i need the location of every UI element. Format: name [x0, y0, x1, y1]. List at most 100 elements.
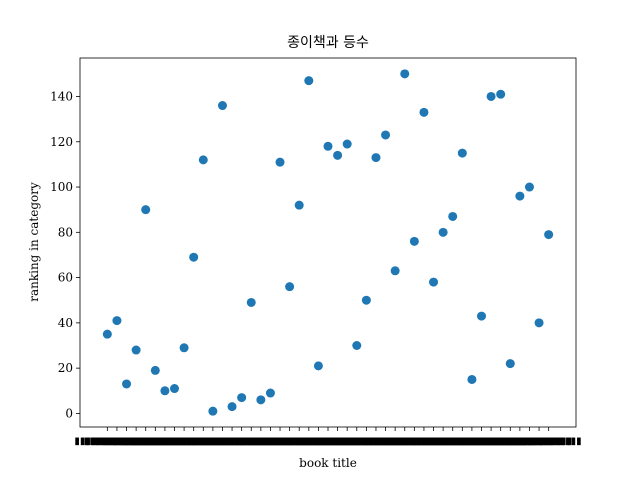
y-tick-label: 0 [65, 406, 73, 420]
scatter-point [227, 402, 237, 412]
scatter-point [448, 211, 458, 221]
x-axis-label: book title [299, 456, 357, 470]
y-tick-label: 120 [50, 135, 73, 149]
scatter-point [515, 191, 525, 201]
x-tick-label: ▮▮▮▮▮▮▮▮▮▮▮▮ [506, 436, 572, 447]
scatter-point [467, 374, 477, 384]
x-tick-label: ▮▮▮▮▮▮▮▮▮▮▮▮ [496, 436, 562, 447]
x-tick-label: ▮▮▮▮▮▮▮▮▮▮▮▮ [141, 436, 207, 447]
x-tick-label: ▮▮▮▮▮▮▮▮▮▮▮▮ [381, 436, 447, 447]
x-tick-label: ▮▮▮▮▮▮▮▮▮▮▮▮ [84, 436, 150, 447]
x-tick-label: ▮▮▮▮▮▮▮▮▮▮▮▮ [420, 436, 486, 447]
x-tick-label: ▮▮▮▮▮▮▮▮▮▮▮▮ [324, 436, 390, 447]
scatter-point [208, 406, 218, 416]
x-tick-label: ▮▮▮▮▮▮▮▮▮▮▮▮ [103, 436, 169, 447]
x-tick-label: ▮▮▮▮▮▮▮▮▮▮▮▮ [189, 436, 255, 447]
scatter-point [150, 365, 160, 375]
x-tick-label: ▮▮▮▮▮▮▮▮▮▮▮▮ [429, 436, 495, 447]
scatter-point [429, 277, 439, 287]
scatter-point [265, 388, 275, 398]
scatter-point [457, 148, 467, 158]
scatter-point [390, 266, 400, 276]
scatter-point [381, 130, 391, 140]
y-tick-label: 140 [50, 89, 73, 103]
scatter-point [486, 91, 496, 101]
x-tick-label: ▮▮▮▮▮▮▮▮▮▮▮▮ [151, 436, 217, 447]
x-tick-label: ▮▮▮▮▮▮▮▮▮▮▮▮ [122, 436, 188, 447]
scatter-point [294, 200, 304, 210]
x-tick-label: ▮▮▮▮▮▮▮▮▮▮▮▮ [161, 436, 227, 447]
x-tick-label: ▮▮▮▮▮▮▮▮▮▮▮▮ [439, 436, 505, 447]
x-tick-label: ▮▮▮▮▮▮▮▮▮▮▮▮ [305, 436, 371, 447]
x-tick-label: ▮▮▮▮▮▮▮▮▮▮▮▮ [314, 436, 380, 447]
scatter-point [131, 345, 141, 355]
x-tick-label: ▮▮▮▮▮▮▮▮▮▮▮▮ [180, 436, 246, 447]
y-axis: 0 20 40 60 80 100 120 140 [50, 89, 80, 420]
x-tick-label: ▮▮▮▮▮▮▮▮▮▮▮▮ [247, 436, 313, 447]
x-tick-label: ▮▮▮▮▮▮▮▮▮▮▮▮ [113, 436, 179, 447]
y-axis-label: ranking in category [27, 182, 41, 302]
x-tick-label: ▮▮▮▮▮▮▮▮▮▮▮▮ [218, 436, 284, 447]
scatter-point [304, 76, 314, 86]
x-tick-label: ▮▮▮▮▮▮▮▮▮▮▮▮ [401, 436, 467, 447]
x-tick-label: ▮▮▮▮▮▮▮▮▮▮▮▮ [266, 436, 332, 447]
scatter-point [122, 379, 132, 389]
scatter-point [313, 361, 323, 371]
x-tick-label: ▮▮▮▮▮▮▮▮▮▮▮▮ [257, 436, 323, 447]
x-tick-label: ▮▮▮▮▮▮▮▮▮▮▮▮ [228, 436, 294, 447]
scatter-point [112, 316, 122, 326]
x-tick-label: ▮▮▮▮▮▮▮▮▮▮▮▮ [276, 436, 342, 447]
x-tick-label: ▮▮▮▮▮▮▮▮▮▮▮▮ [391, 436, 457, 447]
scatter-point [198, 155, 208, 165]
scatter-point [333, 150, 343, 160]
scatter-point [534, 318, 544, 328]
x-tick-label: ▮▮▮▮▮▮▮▮▮▮▮▮ [372, 436, 438, 447]
x-tick-label: ▮▮▮▮▮▮▮▮▮▮▮▮ [343, 436, 409, 447]
scatter-point [256, 395, 266, 405]
y-tick-label: 60 [58, 271, 73, 285]
x-tick-label: ▮▮▮▮▮▮▮▮▮▮▮▮ [468, 436, 534, 447]
scatter-point [169, 384, 179, 394]
scatter-point [400, 69, 410, 79]
scatter-point [361, 295, 371, 305]
x-tick-label: ▮▮▮▮▮▮▮▮▮▮▮▮ [295, 436, 361, 447]
x-tick-label: ▮▮▮▮▮▮▮▮▮▮▮▮ [209, 436, 275, 447]
scatter-point [496, 89, 506, 99]
y-tick-label: 40 [58, 316, 73, 330]
x-tick-label: ▮▮▮▮▮▮▮▮▮▮▮▮ [362, 436, 428, 447]
x-tick-label: ▮▮▮▮▮▮▮▮▮▮▮▮ [199, 436, 265, 447]
x-tick-label: ▮▮▮▮▮▮▮▮▮▮▮▮ [333, 436, 399, 447]
scatter-point [352, 341, 362, 351]
scatter-point [342, 139, 352, 149]
x-tick-label: ▮▮▮▮▮▮▮▮▮▮▮▮ [353, 436, 419, 447]
scatter-point [237, 393, 247, 403]
scatter-point [160, 386, 170, 396]
y-tick-label: 100 [50, 180, 73, 194]
x-tick-label: ▮▮▮▮▮▮▮▮▮▮▮▮ [74, 436, 140, 447]
scatter-point [409, 236, 419, 246]
scatter-point [477, 311, 487, 321]
x-tick-label: ▮▮▮▮▮▮▮▮▮▮▮▮ [516, 436, 582, 447]
x-tick-label: ▮▮▮▮▮▮▮▮▮▮▮▮ [458, 436, 524, 447]
scatter-point [371, 153, 381, 163]
scatter-point [179, 343, 189, 353]
x-tick-label: ▮▮▮▮▮▮▮▮▮▮▮▮ [487, 436, 553, 447]
scatter-point [438, 227, 448, 237]
x-tick-label: ▮▮▮▮▮▮▮▮▮▮▮▮ [237, 436, 303, 447]
scatter-point [505, 359, 515, 369]
scatter-point [141, 205, 151, 215]
scatter-point [102, 329, 112, 339]
chart-title: 종이책과 등수 [287, 35, 369, 51]
x-tick-label: ▮▮▮▮▮▮▮▮▮▮▮▮ [410, 436, 476, 447]
scatter-points [102, 69, 554, 416]
x-tick-label: ▮▮▮▮▮▮▮▮▮▮▮▮ [94, 436, 160, 447]
scatter-point [419, 107, 429, 117]
scatter-point [217, 101, 227, 111]
scatter-point [524, 182, 534, 192]
x-tick-label: ▮▮▮▮▮▮▮▮▮▮▮▮ [285, 436, 351, 447]
scatter-point [246, 297, 256, 307]
y-tick-label: 80 [58, 225, 73, 239]
y-tick-label: 20 [58, 361, 73, 375]
scatter-point [189, 252, 199, 262]
